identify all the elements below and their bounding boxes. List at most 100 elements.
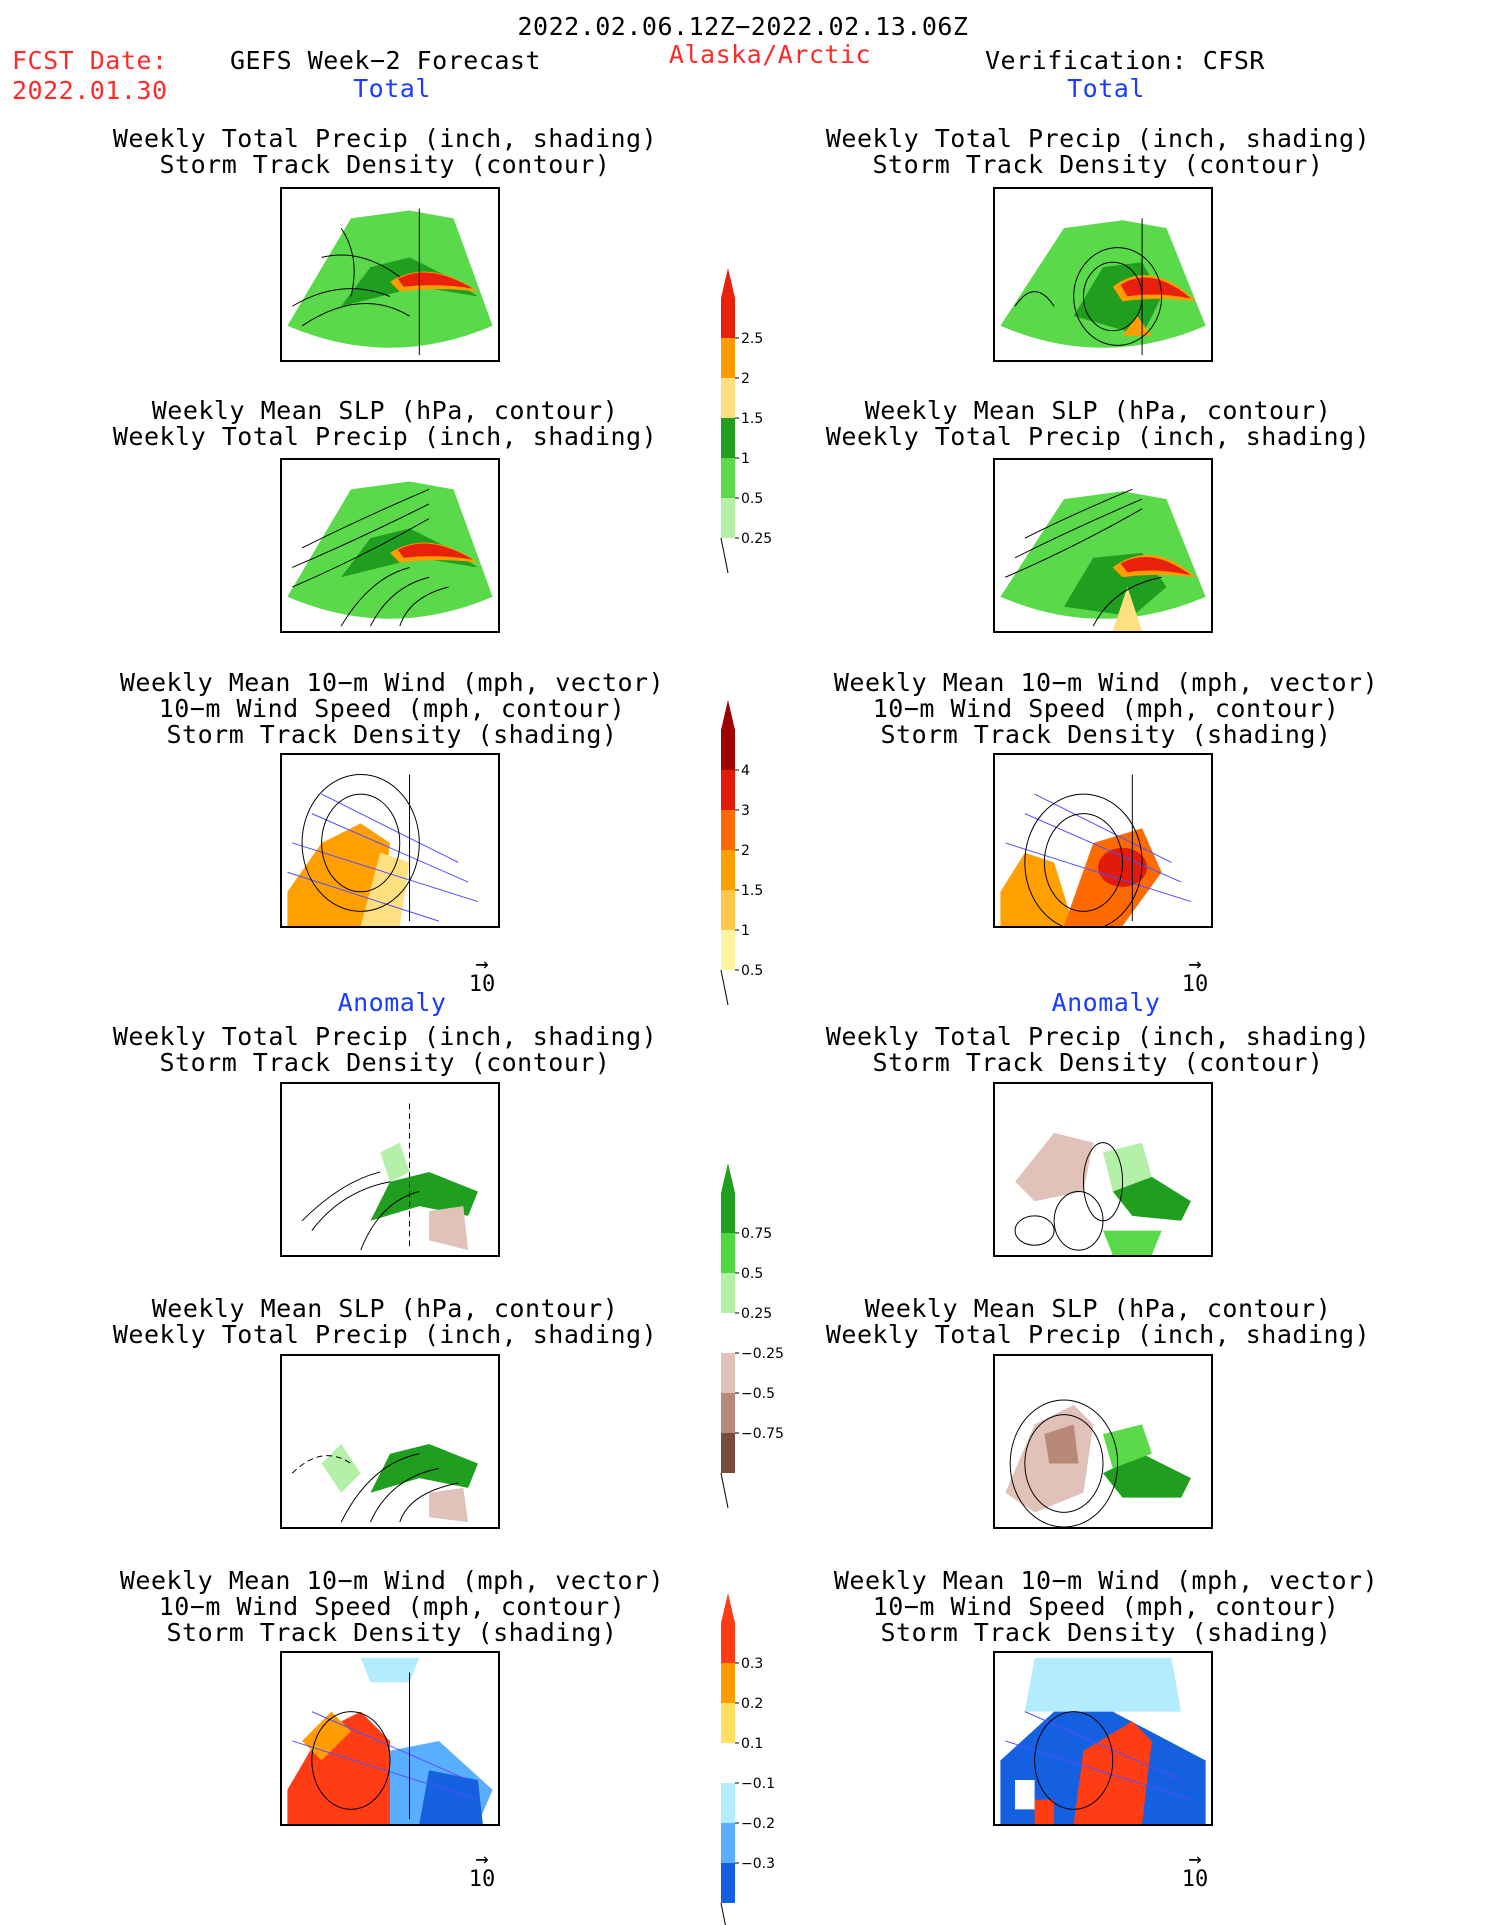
map-slp-precip-anomaly-verification <box>993 1354 1213 1529</box>
panel-title: Weekly Total Precip (inch, shading) Stor… <box>825 124 1371 179</box>
colorbar-top-arrow <box>721 1593 735 1623</box>
colorbar-segment <box>721 378 735 418</box>
colorbar-tick-label: −0.5 <box>741 1386 775 1402</box>
colorbar-top-arrow <box>721 268 735 298</box>
colorbar-precip-anomaly: 0.75 0.5 0.25 −0.25 −0.5 −0.75 <box>716 1163 816 1509</box>
colorbar-segment <box>721 1393 735 1433</box>
colorbar-segment <box>721 1623 735 1663</box>
map-precip-anomaly-verification <box>993 1082 1213 1257</box>
map-wind-storm-anomaly-forecast <box>280 1651 500 1826</box>
colorbar-bottom-arrow <box>720 1902 726 1925</box>
colorbar-segment <box>721 1273 735 1313</box>
section-total-right: Total <box>1067 74 1145 103</box>
colorbar-tick-label: −0.1 <box>741 1776 775 1792</box>
colorbar-tick-label: 1 <box>741 923 750 939</box>
colorbar-tick-label: 0.25 <box>741 531 772 547</box>
map-precip-total-verification <box>993 187 1213 362</box>
colorbar-segment <box>721 850 735 890</box>
colorbar-segment <box>721 1743 735 1783</box>
colorbar-segment <box>721 1353 735 1393</box>
panel-title: Weekly Mean 10−m Wind (mph, vector) 10−m… <box>833 668 1379 749</box>
arrow-right-icon: → <box>475 952 489 977</box>
vector-reference: → 10 <box>1181 1847 1209 1892</box>
forecast-title: GEFS Week−2 Forecast <box>230 46 542 75</box>
colorbar-segment <box>721 1433 735 1473</box>
colorbar-tick-label: 1.5 <box>741 883 763 899</box>
colorbar-tick-label: 3 <box>741 803 750 819</box>
colorbar-segment <box>721 338 735 378</box>
colorbar-tick-label: 0.5 <box>741 491 763 507</box>
fcst-date-value: 2022.01.30 <box>12 76 168 105</box>
colorbar-segment <box>721 1313 735 1353</box>
colorbar-tick-label: −0.3 <box>741 1856 775 1872</box>
arrow-right-icon: → <box>475 1847 489 1872</box>
colorbar-segment <box>721 810 735 850</box>
colorbar-storm-total: 4 3 2 1.5 1 0.5 <box>716 700 816 1006</box>
date-range-title: 2022.02.06.12Z−2022.02.13.06Z <box>517 12 969 41</box>
map-slp-precip-verification <box>993 458 1213 633</box>
panel-title: Weekly Mean 10−m Wind (mph, vector) 10−m… <box>119 1566 665 1647</box>
colorbar-segment <box>721 770 735 810</box>
panel-title: Weekly Total Precip (inch, shading) Stor… <box>825 1022 1371 1077</box>
colorbar-segment <box>721 890 735 930</box>
colorbar-tick-label: 4 <box>741 763 750 779</box>
panel-title: Weekly Mean SLP (hPa, contour) Weekly To… <box>825 1294 1371 1349</box>
colorbar-tick-label: −0.75 <box>741 1426 784 1442</box>
colorbar-tick-label: 0.5 <box>741 1266 763 1282</box>
panel-title: Weekly Mean SLP (hPa, contour) Weekly To… <box>112 1294 658 1349</box>
colorbar-segment <box>721 1823 735 1863</box>
map-precip-anomaly-forecast <box>280 1082 500 1257</box>
colorbar-tick-label: 2 <box>741 371 750 387</box>
colorbar-segment <box>721 498 735 538</box>
vector-reference: → 10 <box>468 1847 496 1892</box>
arrow-right-icon: → <box>1188 952 1202 977</box>
colorbar-segment <box>721 730 735 770</box>
colorbar-segment <box>721 418 735 458</box>
colorbar-tick-label: 2 <box>741 843 750 859</box>
arrow-right-icon: → <box>1188 1847 1202 1872</box>
colorbar-tick-label: 0.25 <box>741 1306 772 1322</box>
map-wind-storm-forecast <box>280 753 500 928</box>
map-wind-storm-verification <box>993 753 1213 928</box>
colorbar-bottom-arrow <box>720 1472 729 1509</box>
map-slp-precip-anomaly-forecast <box>280 1354 500 1529</box>
colorbar-top-arrow <box>721 1163 735 1193</box>
vector-reference: → 10 <box>468 952 496 997</box>
colorbar-tick-label: −0.2 <box>741 1816 775 1832</box>
panel-title: Weekly Mean SLP (hPa, contour) Weekly To… <box>825 396 1371 451</box>
region-label: Alaska/Arctic <box>668 40 872 69</box>
colorbar-tick-label: 0.2 <box>741 1696 763 1712</box>
colorbar-precip-total: 2.5 2 1.5 1 0.5 0.25 <box>716 268 816 574</box>
colorbar-top-arrow <box>721 700 735 730</box>
fcst-date-label: FCST Date: <box>12 46 168 75</box>
colorbar-segment <box>721 1863 735 1903</box>
panel-title: Weekly Mean 10−m Wind (mph, vector) 10−m… <box>119 668 665 749</box>
colorbar-bottom-arrow <box>720 537 729 574</box>
section-total-left: Total <box>353 74 431 103</box>
colorbar-storm-anomaly: 0.3 0.2 0.1 −0.1 −0.2 −0.3 <box>716 1593 816 1925</box>
colorbar-segment <box>721 458 735 498</box>
colorbar-tick-label: 1.5 <box>741 411 763 427</box>
verification-title: Verification: CFSR <box>985 46 1265 75</box>
panel-title: Weekly Total Precip (inch, shading) Stor… <box>112 1022 658 1077</box>
section-anomaly-left: Anomaly <box>337 988 447 1017</box>
colorbar-segment <box>721 1663 735 1703</box>
colorbar-tick-label: −0.25 <box>741 1346 784 1362</box>
panel-title: Weekly Total Precip (inch, shading) Stor… <box>112 124 658 179</box>
colorbar-segment <box>721 1783 735 1823</box>
section-anomaly-right: Anomaly <box>1051 988 1161 1017</box>
colorbar-segment <box>721 1703 735 1743</box>
colorbar-segment <box>721 1193 735 1233</box>
panel-title: Weekly Mean 10−m Wind (mph, vector) 10−m… <box>833 1566 1379 1647</box>
map-slp-precip-forecast <box>280 458 500 633</box>
colorbar-bottom-arrow <box>720 969 729 1006</box>
colorbar-segment <box>721 930 735 970</box>
map-wind-storm-anomaly-verification <box>993 1651 1213 1826</box>
colorbar-tick-label: 0.5 <box>741 963 763 979</box>
colorbar-tick-label: 0.75 <box>741 1226 772 1242</box>
colorbar-tick-label: 1 <box>741 451 750 467</box>
colorbar-tick-label: 0.3 <box>741 1656 763 1672</box>
colorbar-segment <box>721 298 735 338</box>
colorbar-segment <box>721 1233 735 1273</box>
vector-reference: → 10 <box>1181 952 1209 997</box>
